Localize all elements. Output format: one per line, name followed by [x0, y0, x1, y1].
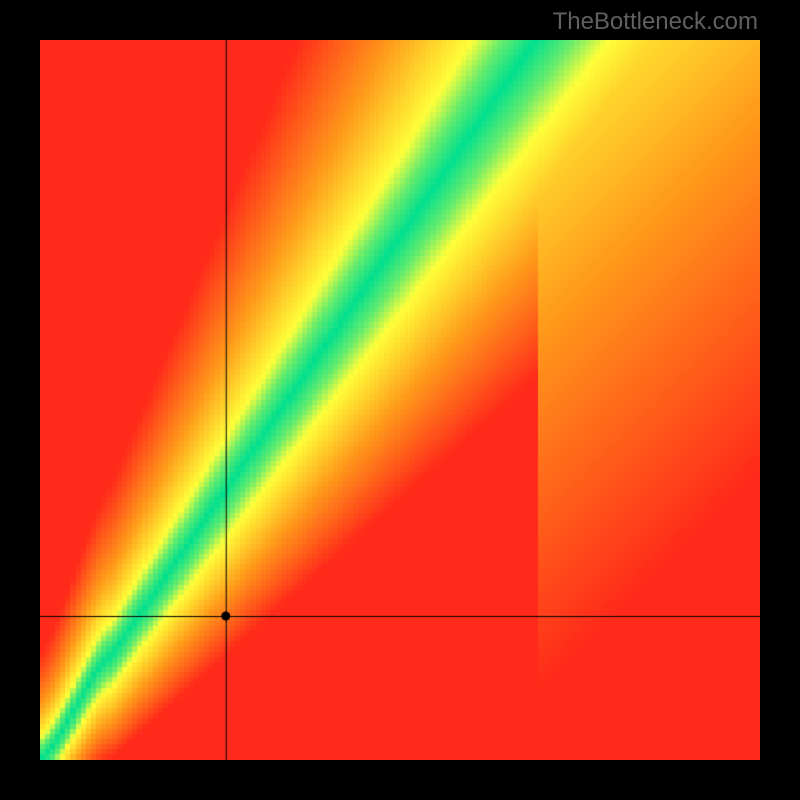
bottleneck-heatmap: [40, 40, 760, 760]
watermark-text: TheBottleneck.com: [553, 8, 758, 36]
frame-border-bottom: [0, 760, 800, 800]
frame-border-left: [0, 40, 40, 760]
frame-border-right: [760, 40, 800, 760]
